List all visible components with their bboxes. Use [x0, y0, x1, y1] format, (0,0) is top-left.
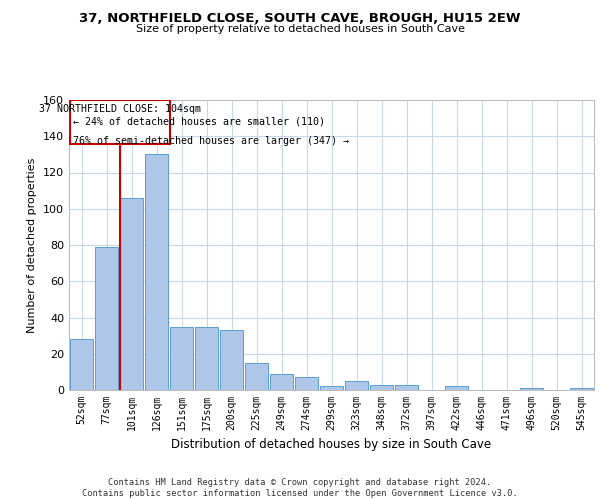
Bar: [120, 198, 143, 390]
Text: 37 NORTHFIELD CLOSE: 104sqm: 37 NORTHFIELD CLOSE: 104sqm: [39, 104, 201, 114]
X-axis label: Distribution of detached houses by size in South Cave: Distribution of detached houses by size …: [172, 438, 491, 452]
Bar: [220, 330, 243, 390]
Bar: [70, 100, 170, 144]
Bar: [370, 384, 393, 390]
Bar: [245, 363, 268, 390]
Bar: [170, 326, 193, 390]
Text: 37, NORTHFIELD CLOSE, SOUTH CAVE, BROUGH, HU15 2EW: 37, NORTHFIELD CLOSE, SOUTH CAVE, BROUGH…: [79, 12, 521, 26]
Bar: [295, 378, 318, 390]
Text: Size of property relative to detached houses in South Cave: Size of property relative to detached ho…: [136, 24, 464, 34]
Bar: [520, 388, 543, 390]
Bar: [145, 154, 168, 390]
Bar: [195, 326, 218, 390]
Y-axis label: Number of detached properties: Number of detached properties: [28, 158, 37, 332]
Bar: [445, 386, 468, 390]
Bar: [345, 381, 368, 390]
Bar: [570, 388, 593, 390]
Text: 76% of semi-detached houses are larger (347) →: 76% of semi-detached houses are larger (…: [73, 136, 349, 146]
Bar: [320, 386, 343, 390]
Bar: [95, 247, 118, 390]
Bar: [70, 339, 93, 390]
Bar: [270, 374, 293, 390]
Bar: [395, 384, 418, 390]
Text: ← 24% of detached houses are smaller (110): ← 24% of detached houses are smaller (11…: [73, 116, 325, 126]
Text: Contains HM Land Registry data © Crown copyright and database right 2024.
Contai: Contains HM Land Registry data © Crown c…: [82, 478, 518, 498]
